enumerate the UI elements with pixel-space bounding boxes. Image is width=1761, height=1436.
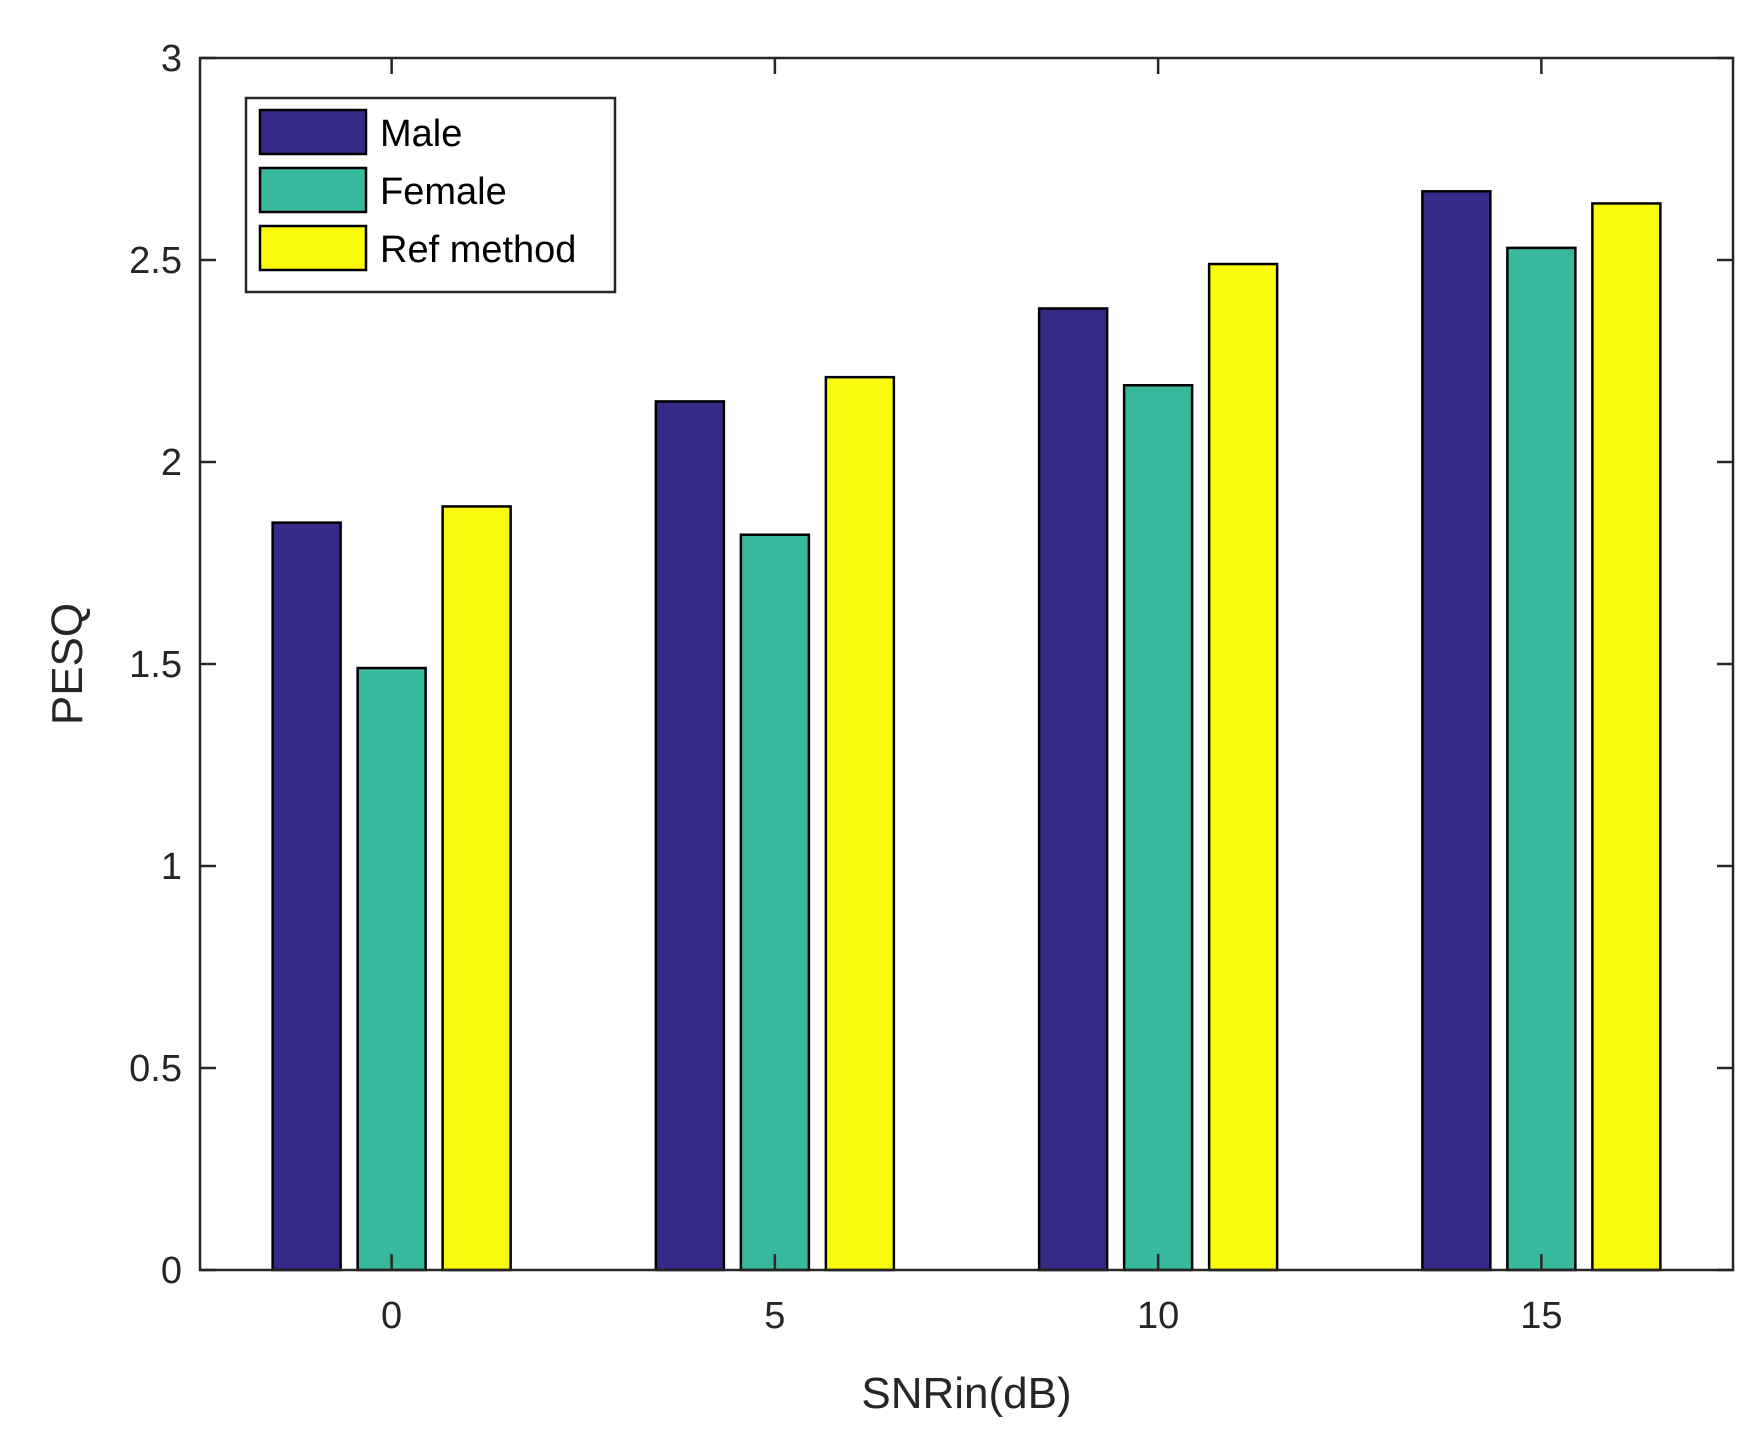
- y-tick-label: 1.5: [129, 644, 182, 686]
- bar: [1122, 383, 1194, 1272]
- legend-swatch: [258, 108, 368, 156]
- bar: [271, 521, 342, 1272]
- y-tick-label: 0.5: [129, 1048, 182, 1090]
- y-axis-label: PESQ: [43, 603, 92, 725]
- bar: [1037, 307, 1109, 1272]
- bar: [441, 505, 512, 1272]
- x-tick-label: 0: [381, 1295, 402, 1337]
- plot-area: 0 0.5 1 1.5 2 2.5 3 0 5 10 15: [129, 38, 1735, 1337]
- y-tick-label: 1: [161, 846, 182, 888]
- bar: [1591, 202, 1662, 1272]
- series-female: [356, 246, 1577, 1272]
- bar: [1506, 246, 1577, 1272]
- y-tick-label: 0: [161, 1250, 182, 1292]
- y-tick-label: 2: [161, 442, 182, 484]
- y-tick-label: 3: [161, 38, 182, 80]
- legend: Male Female Ref method: [244, 96, 617, 294]
- x-tick-label: 10: [1137, 1295, 1179, 1337]
- series-male: [271, 190, 1492, 1272]
- legend-swatch: [258, 166, 368, 214]
- legend-label: Male: [380, 113, 462, 155]
- bar: [1421, 190, 1492, 1272]
- bar: [739, 533, 811, 1272]
- x-axis-label: SNRin(dB): [861, 1369, 1071, 1418]
- bar: [654, 400, 726, 1272]
- bar: [356, 666, 427, 1272]
- legend-label: Ref method: [380, 229, 576, 271]
- bar: [824, 375, 896, 1272]
- x-tick-label: 15: [1520, 1295, 1562, 1337]
- y-tick-label: 2.5: [129, 240, 182, 282]
- x-tick-label: 5: [764, 1295, 785, 1337]
- series-ref-method: [441, 202, 1662, 1272]
- legend-swatch: [258, 224, 368, 272]
- legend-label: Female: [380, 171, 507, 213]
- bar: [1207, 262, 1279, 1272]
